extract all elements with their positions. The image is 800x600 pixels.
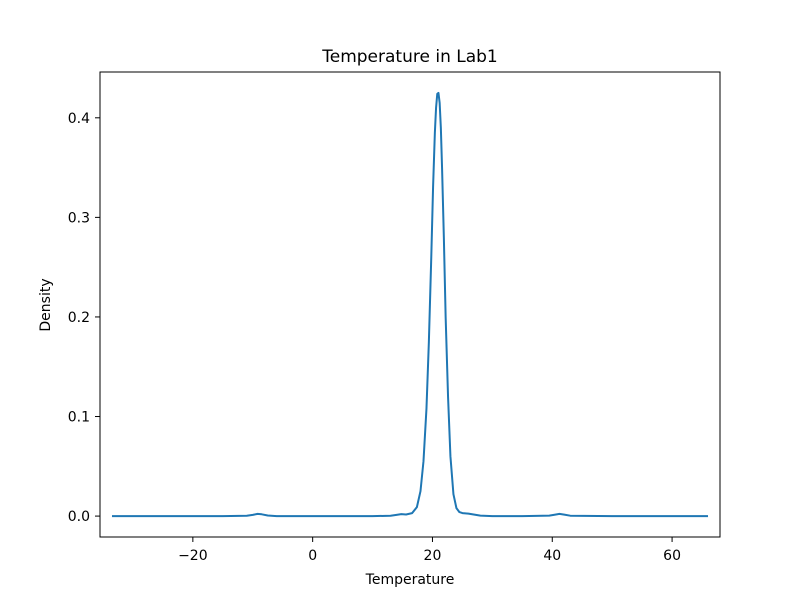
y-tick-label: 0.4 bbox=[68, 111, 90, 127]
y-tick-label: 0.2 bbox=[68, 310, 90, 326]
axes-frame bbox=[99, 71, 721, 538]
y-axis-label: Density bbox=[38, 278, 54, 331]
plot-area bbox=[111, 91, 709, 518]
y-tick-label: 0.1 bbox=[68, 410, 90, 426]
chart-title: Temperature in Lab1 bbox=[321, 47, 498, 67]
x-tick-label: −20 bbox=[178, 548, 208, 564]
y-axis: 0.0 0.1 0.2 0.3 0.4 bbox=[68, 111, 100, 525]
density-line-series-0 bbox=[111, 91, 709, 518]
y-tick-label: 0.3 bbox=[68, 210, 90, 226]
x-tick-label: 60 bbox=[663, 548, 681, 564]
x-axis: −20 0 20 40 60 bbox=[178, 537, 681, 564]
x-tick-label: 40 bbox=[543, 548, 561, 564]
x-axis-label: Temperature bbox=[365, 572, 455, 588]
x-tick-label: 0 bbox=[308, 548, 317, 564]
y-tick-label: 0.0 bbox=[68, 509, 90, 525]
x-tick-label: 20 bbox=[424, 548, 442, 564]
